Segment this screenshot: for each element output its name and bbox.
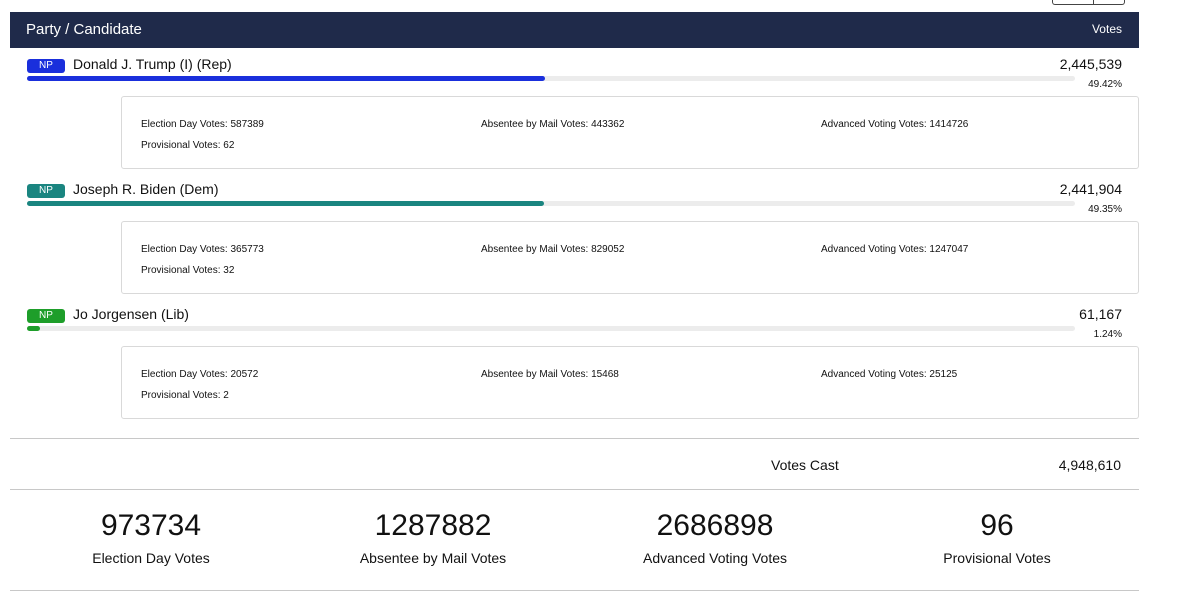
party-badge: NP [27,309,65,323]
summary-election-day: 973734 Election Day Votes [10,508,292,566]
election-day-votes: Election Day Votes: 587389 [141,119,264,130]
summary-value: 973734 [100,509,202,542]
summary-label: Provisional Votes [943,550,1051,566]
vote-share-percent: 1.24% [1093,329,1122,340]
election-day-votes: Election Day Votes: 20572 [141,369,259,380]
vote-breakdown-panel: Election Day Votes: 365773 Absentee by M… [121,221,1139,294]
votes-cast-label: Votes Cast [771,457,839,473]
toolbar-button-group[interactable] [1052,0,1125,5]
divider [10,590,1139,591]
absentee-votes: Absentee by Mail Votes: 15468 [481,369,619,380]
party-badge: NP [27,184,65,198]
summary-provisional: 96 Provisional Votes [856,508,1138,566]
button-divider [1093,0,1094,4]
candidate-row[interactable]: NP Donald J. Trump (I) (Rep) 2,445,539 4… [10,56,1139,184]
summary-advanced-voting: 2686898 Advanced Voting Votes [574,508,856,566]
summary-value: 2686898 [656,509,774,542]
advanced-voting-votes: Advanced Voting Votes: 25125 [821,369,958,380]
divider [10,438,1139,439]
summary-label: Absentee by Mail Votes [359,550,507,566]
party-candidate-column-header: Party / Candidate [26,21,142,38]
votes-column-header: Votes [1091,22,1122,36]
election-day-votes: Election Day Votes: 365773 [141,244,264,255]
vote-share-bar [27,326,1075,331]
vote-share-bar [27,76,1075,81]
vote-share-fill [27,76,545,81]
vote-share-bar [27,201,1075,206]
provisional-votes: Provisional Votes: 62 [141,140,235,151]
party-badge: NP [27,59,65,73]
vote-share-fill [27,201,545,206]
absentee-votes: Absentee by Mail Votes: 829052 [481,244,625,255]
advanced-voting-votes: Advanced Voting Votes: 1414726 [821,119,969,130]
summary-label: Election Day Votes [92,550,210,566]
provisional-votes: Provisional Votes: 32 [141,265,235,276]
summary-label: Advanced Voting Votes [643,550,787,566]
candidate-name: Joseph R. Biden (Dem) [73,181,219,197]
vote-share-percent: 49.35% [1088,204,1122,215]
candidate-votes: 61,167 [1079,306,1122,322]
provisional-votes: Provisional Votes: 2 [141,390,229,401]
votes-cast-total: 4,948,610 [1058,457,1121,473]
divider [10,489,1139,490]
vote-share-fill [27,326,40,331]
vote-breakdown-panel: Election Day Votes: 587389 Absentee by M… [121,96,1139,169]
summary-absentee: 1287882 Absentee by Mail Votes [292,508,574,566]
candidate-votes: 2,441,904 [1059,181,1122,197]
candidate-votes: 2,445,539 [1059,56,1122,72]
candidate-name: Jo Jorgensen (Lib) [73,306,189,322]
summary-value: 96 [980,509,1014,542]
results-table-header: Party / Candidate Votes [10,12,1139,48]
candidate-row[interactable]: NP Jo Jorgensen (Lib) 61,167 1.24% Elect… [10,306,1139,434]
vote-breakdown-panel: Election Day Votes: 20572 Absentee by Ma… [121,346,1139,419]
summary-value: 1287882 [374,509,492,542]
candidate-name: Donald J. Trump (I) (Rep) [73,56,232,72]
vote-share-percent: 49.42% [1088,79,1122,90]
advanced-voting-votes: Advanced Voting Votes: 1247047 [821,244,969,255]
candidate-row[interactable]: NP Joseph R. Biden (Dem) 2,441,904 49.35… [10,181,1139,309]
absentee-votes: Absentee by Mail Votes: 443362 [481,119,625,130]
